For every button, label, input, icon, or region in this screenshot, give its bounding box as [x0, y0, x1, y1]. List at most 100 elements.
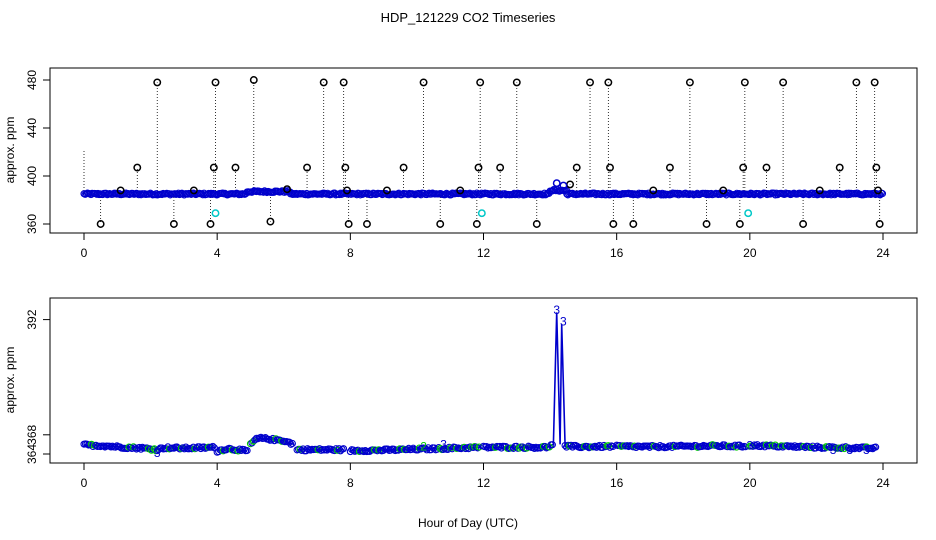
outlier-point — [835, 163, 844, 172]
outlier-point — [231, 163, 240, 172]
outlier-point-blue — [559, 181, 568, 190]
outlier-point-cyan — [477, 209, 486, 218]
outlier-point — [609, 220, 618, 228]
bot-x-tick-label: 24 — [876, 476, 890, 490]
outlier-point — [649, 186, 658, 195]
outlier-point — [472, 220, 481, 228]
outlier-point — [779, 78, 788, 87]
top-x-tick-label: 12 — [477, 246, 491, 260]
outlier-point — [96, 220, 105, 228]
top-plot-area — [80, 76, 887, 228]
top-panel: 0 4 8 12 16 20 24 360 400 440 480 approx. ppm — [3, 67, 918, 260]
top-x-tick-label: 8 — [347, 246, 354, 260]
outlier-point — [874, 186, 882, 195]
outlier-point — [456, 186, 465, 195]
series-point — [83, 440, 91, 448]
outlier-point — [436, 220, 445, 228]
outlier-point — [303, 163, 312, 172]
outlier-point — [872, 163, 881, 172]
series-point — [209, 442, 217, 450]
outlier-point — [532, 220, 541, 228]
outlier-point — [399, 163, 408, 172]
outlier-point — [762, 163, 771, 172]
outlier-point — [169, 220, 178, 228]
outlier-point — [572, 163, 581, 172]
flag-label: 3 — [746, 438, 753, 452]
outlier-point — [739, 163, 748, 172]
outlier-point — [476, 78, 485, 87]
outlier-point — [283, 185, 292, 194]
series-point — [548, 441, 556, 449]
outlier-point — [383, 186, 391, 195]
flag-label: 3 — [553, 303, 560, 317]
flag-label: 3 — [560, 315, 567, 329]
bottom-x-axis: 0 4 8 12 16 20 24 — [81, 463, 890, 490]
flag-label: 3 — [846, 443, 853, 457]
bot-x-tick-label: 0 — [81, 476, 88, 490]
outlier-point — [604, 78, 613, 87]
top-y-tick-label: 480 — [25, 70, 39, 90]
top-y-tick-label: 360 — [25, 214, 39, 234]
flag-label: 3 — [830, 443, 837, 457]
top-x-tick-label: 4 — [214, 246, 221, 260]
bot-y-tick-label: 368 — [25, 424, 39, 444]
outlier-point — [606, 163, 614, 172]
bot-x-tick-label: 4 — [214, 476, 221, 490]
outlier-point — [735, 220, 744, 228]
outlier-point — [852, 78, 861, 87]
outlier-point — [344, 220, 353, 228]
outlier-point-blue — [552, 179, 561, 188]
flag-label: 3 — [154, 446, 161, 460]
outlier-point-cyan — [744, 209, 753, 218]
series-point — [606, 443, 614, 451]
top-x-axis: 0 4 8 12 16 20 24 — [81, 233, 890, 260]
outlier-point — [189, 186, 198, 195]
outlier-point — [474, 163, 483, 172]
outlier-point-cyan — [211, 209, 220, 218]
outlier-point — [266, 217, 275, 226]
series-point — [188, 445, 196, 453]
outlier-point — [719, 186, 728, 195]
bot-x-tick-label: 16 — [610, 476, 624, 490]
series-point — [604, 442, 613, 450]
top-y-axis: 360 400 440 480 — [25, 70, 50, 234]
series-point — [339, 445, 348, 453]
chart-title: HDP_121229 CO2 Timeseries — [381, 10, 556, 25]
flag-label: 2 — [420, 439, 427, 453]
top-x-tick-label: 16 — [610, 246, 624, 260]
outlier-point — [586, 78, 594, 87]
outlier-point — [870, 78, 879, 87]
top-y-tick-label: 400 — [25, 166, 39, 186]
top-x-tick-label: 0 — [81, 246, 88, 260]
series-point — [414, 446, 422, 454]
bottom-y-axis-label: approx. ppm — [3, 347, 17, 414]
outlier-point — [133, 163, 142, 172]
bot-x-tick-label: 20 — [743, 476, 757, 490]
outlier-point — [419, 78, 428, 87]
outlier-point — [685, 78, 694, 87]
top-y-tick-label: 440 — [25, 118, 39, 138]
series-point — [243, 446, 251, 455]
outlier-point — [116, 186, 125, 195]
outlier-point — [815, 186, 824, 195]
flag-label: 3 — [440, 437, 447, 451]
series-point — [207, 443, 215, 451]
bot-x-tick-label: 12 — [477, 476, 491, 490]
outlier-point — [496, 163, 505, 172]
series-line — [483, 312, 614, 449]
top-x-tick-label: 24 — [876, 246, 890, 260]
top-y-axis-label: approx. ppm — [3, 117, 17, 184]
outlier-point — [206, 220, 215, 228]
bot-x-tick-label: 8 — [347, 476, 354, 490]
bot-y-tick-label: 364 — [25, 444, 39, 464]
outlier-point — [341, 163, 350, 172]
bottom-panel-frame — [49, 297, 918, 464]
outlier-point — [211, 78, 220, 87]
outlier-point — [799, 220, 808, 228]
series-point — [240, 446, 248, 454]
outlier-point — [740, 78, 749, 87]
outlier-point — [512, 78, 521, 87]
outlier-point — [153, 78, 162, 87]
